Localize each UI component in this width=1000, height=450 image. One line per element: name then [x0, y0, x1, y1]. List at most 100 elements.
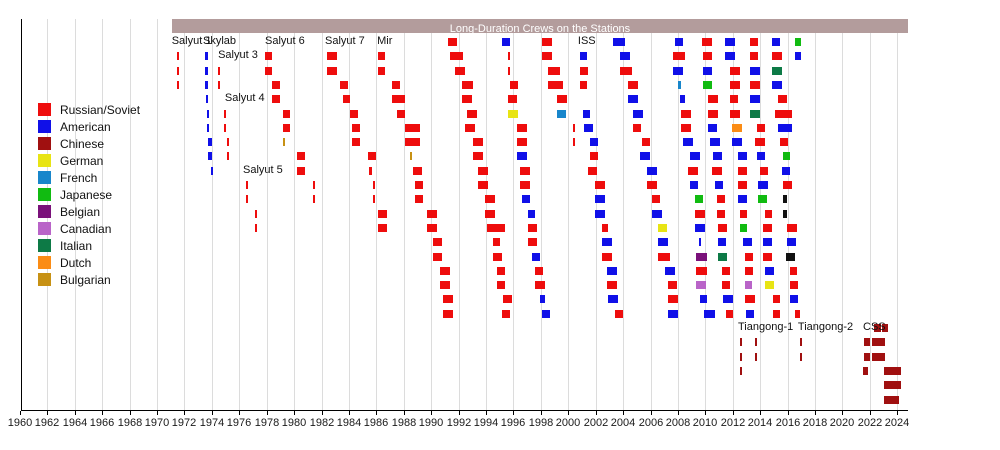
station-label: Salyut 5	[243, 163, 283, 176]
crew-bar	[763, 252, 772, 261]
crew-bar	[718, 252, 727, 261]
axis-tick	[212, 411, 213, 415]
crew-bar	[795, 38, 801, 46]
crew-bar	[532, 252, 540, 261]
axis-tick-label: 1968	[117, 417, 143, 429]
axis-tick-label: 1974	[199, 417, 225, 429]
crew-bar	[556, 95, 567, 104]
crew-bar	[787, 238, 796, 247]
axis-tick-label: 1972	[171, 417, 197, 429]
crew-bar	[658, 252, 671, 261]
station-label: Tiangong-2	[797, 321, 854, 333]
axis-tick	[130, 411, 131, 415]
crew-bar	[702, 80, 712, 89]
axis-tick-label: 2002	[583, 417, 609, 429]
crew-bar	[224, 109, 227, 118]
crew-bar	[205, 66, 208, 75]
crew-bar	[884, 366, 901, 375]
year-gridline	[404, 19, 405, 410]
crew-bar	[864, 352, 870, 361]
axis-tick	[184, 411, 185, 415]
crew-bar	[487, 223, 505, 232]
crew-bar	[783, 195, 787, 204]
year-gridline	[788, 19, 789, 410]
crew-bar	[729, 66, 740, 75]
crew-bar	[547, 80, 563, 89]
crew-bar	[795, 309, 800, 318]
crew-bar	[658, 238, 668, 247]
crew-bar	[699, 295, 707, 304]
crew-bar	[508, 66, 511, 75]
crew-bar	[790, 281, 798, 290]
axis-tick-label: 2014	[747, 417, 773, 429]
legend-swatch	[38, 137, 51, 150]
axis-tick-label: 2018	[802, 417, 828, 429]
crew-bar	[535, 281, 545, 290]
crew-bar	[528, 209, 535, 218]
axis-tick	[47, 411, 48, 415]
axis-tick	[102, 411, 103, 415]
crew-bar	[658, 223, 667, 232]
crew-bar	[729, 109, 740, 118]
crew-bar	[709, 138, 720, 147]
crew-bar	[255, 223, 258, 232]
crew-bar	[485, 209, 495, 218]
crew-bar	[750, 109, 760, 118]
axis-tick	[568, 411, 569, 415]
crew-bar	[778, 95, 787, 104]
axis-tick-label: 2004	[610, 417, 636, 429]
station-label: Salyut 6	[265, 35, 305, 47]
crew-bar	[492, 252, 502, 261]
crew-bar	[765, 209, 772, 218]
crew-bar	[580, 80, 587, 89]
crew-bar	[594, 181, 605, 189]
year-gridline	[870, 19, 871, 410]
axis-tick	[322, 411, 323, 415]
year-gridline	[239, 19, 240, 410]
crew-bar	[757, 181, 768, 189]
crew-bar	[689, 152, 700, 161]
axis-tick-label: 1990	[418, 417, 444, 429]
axis-tick	[376, 411, 377, 415]
crew-bar	[246, 195, 249, 204]
crew-bar	[750, 52, 758, 61]
legend-label: Chinese	[60, 136, 105, 151]
crew-bar	[884, 381, 901, 390]
legend-label: Bulgarian	[60, 272, 111, 287]
crew-bar	[485, 195, 495, 204]
axis-tick-label: 1976	[226, 417, 252, 429]
axis-tick-label: 1978	[254, 417, 280, 429]
crew-bar	[739, 338, 742, 347]
year-gridline	[897, 19, 898, 410]
crew-bar	[739, 352, 742, 361]
crew-bar	[800, 352, 803, 361]
axis-tick-label: 2000	[555, 417, 581, 429]
station-label: Salyut 1	[171, 35, 212, 47]
crew-bar	[602, 238, 612, 247]
axis-tick-label: 1980	[281, 417, 307, 429]
axis-tick	[541, 411, 542, 415]
crew-bar	[594, 195, 605, 204]
crew-bar	[377, 52, 386, 61]
axis-tick-label: 1996	[500, 417, 526, 429]
crew-bar	[508, 95, 517, 104]
crew-bar	[404, 123, 420, 132]
crew-bar	[627, 95, 638, 104]
axis-tick-label: 2012	[720, 417, 746, 429]
axis-tick-label: 1998	[528, 417, 554, 429]
crew-bar	[478, 181, 488, 189]
axis-tick	[459, 411, 460, 415]
axis-tick	[267, 411, 268, 415]
crew-bar	[594, 209, 605, 218]
crew-bar	[368, 152, 377, 161]
crew-bar	[211, 166, 214, 175]
crew-bar	[750, 66, 760, 75]
crew-bar	[227, 138, 230, 147]
legend-item: American	[38, 118, 140, 135]
year-gridline	[376, 19, 377, 410]
crew-bar	[673, 52, 685, 61]
crew-bar	[539, 295, 545, 304]
crew-bar	[872, 338, 885, 347]
crew-bar	[681, 123, 691, 132]
